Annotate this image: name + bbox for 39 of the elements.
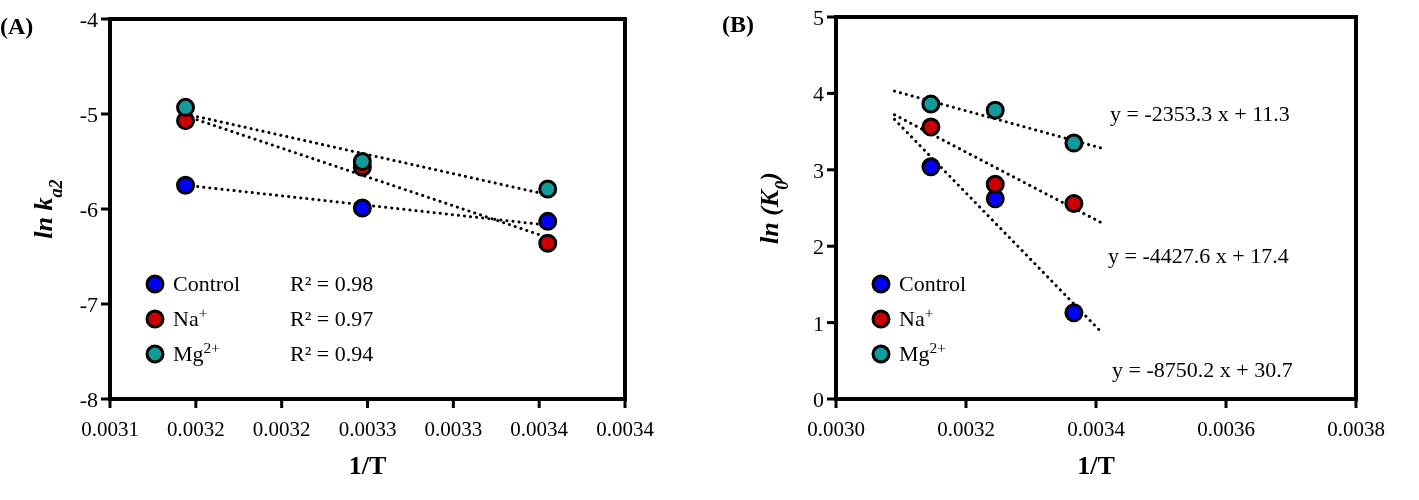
x-axis-title: 1/T xyxy=(348,451,387,480)
x-tick-label: 0.0031 xyxy=(81,417,139,441)
x-axis-title: 1/T xyxy=(1077,451,1115,480)
y-tick-label: 3 xyxy=(813,157,824,183)
x-tick-label: 0.0032 xyxy=(166,417,225,441)
annotation: y = -8750.2 x + 30.7 xyxy=(1112,357,1293,382)
x-tick-label: 0.0034 xyxy=(1067,417,1126,441)
annotation: y = -2353.3 x + 11.3 xyxy=(1110,101,1290,126)
annotation: R² = 0.98 xyxy=(290,271,374,296)
y-tick-label: 4 xyxy=(813,81,824,107)
y-tick-label: -5 xyxy=(79,102,98,127)
chart-title: (B) xyxy=(722,11,754,37)
x-tick-label: 0.0038 xyxy=(1327,417,1385,441)
y-tick-label: 5 xyxy=(813,5,824,30)
y-tick-label: -6 xyxy=(79,197,98,222)
chart-title: (A) xyxy=(0,13,34,39)
y-tick-label: -7 xyxy=(79,292,98,317)
legend-label: Na$^{+}$ xyxy=(899,303,934,331)
x-tick-label: 0.0036 xyxy=(1197,417,1255,441)
x-tick-label: 0.0033 xyxy=(424,417,483,441)
y-tick-label: 2 xyxy=(813,234,824,260)
y-tick-label: -8 xyxy=(79,387,98,412)
annotation: y = -4427.6 x + 17.4 xyxy=(1108,243,1289,268)
y-tick-label: 0 xyxy=(813,387,824,412)
y-tick-label: -4 xyxy=(79,7,98,32)
x-tick-label: 0.0030 xyxy=(807,417,865,441)
annotation: R² = 0.97 xyxy=(290,306,374,331)
x-tick-label: 0.0034 xyxy=(596,417,655,441)
x-tick-label: 0.0033 xyxy=(338,417,397,441)
y-tick-label: 1 xyxy=(813,310,824,336)
legend-label: Control xyxy=(173,271,241,296)
legend-label: Mg$^{2+}$ xyxy=(173,338,220,366)
legend-label: Na$^{+}$ xyxy=(173,303,208,331)
annotation: R² = 0.94 xyxy=(290,341,374,366)
x-tick-label: 0.0034 xyxy=(510,417,569,441)
legend-label: Control xyxy=(899,271,967,296)
x-tick-label: 0.0032 xyxy=(252,417,311,441)
x-tick-label: 0.0032 xyxy=(937,417,995,441)
legend-label: Mg$^{2+}$ xyxy=(899,338,946,366)
